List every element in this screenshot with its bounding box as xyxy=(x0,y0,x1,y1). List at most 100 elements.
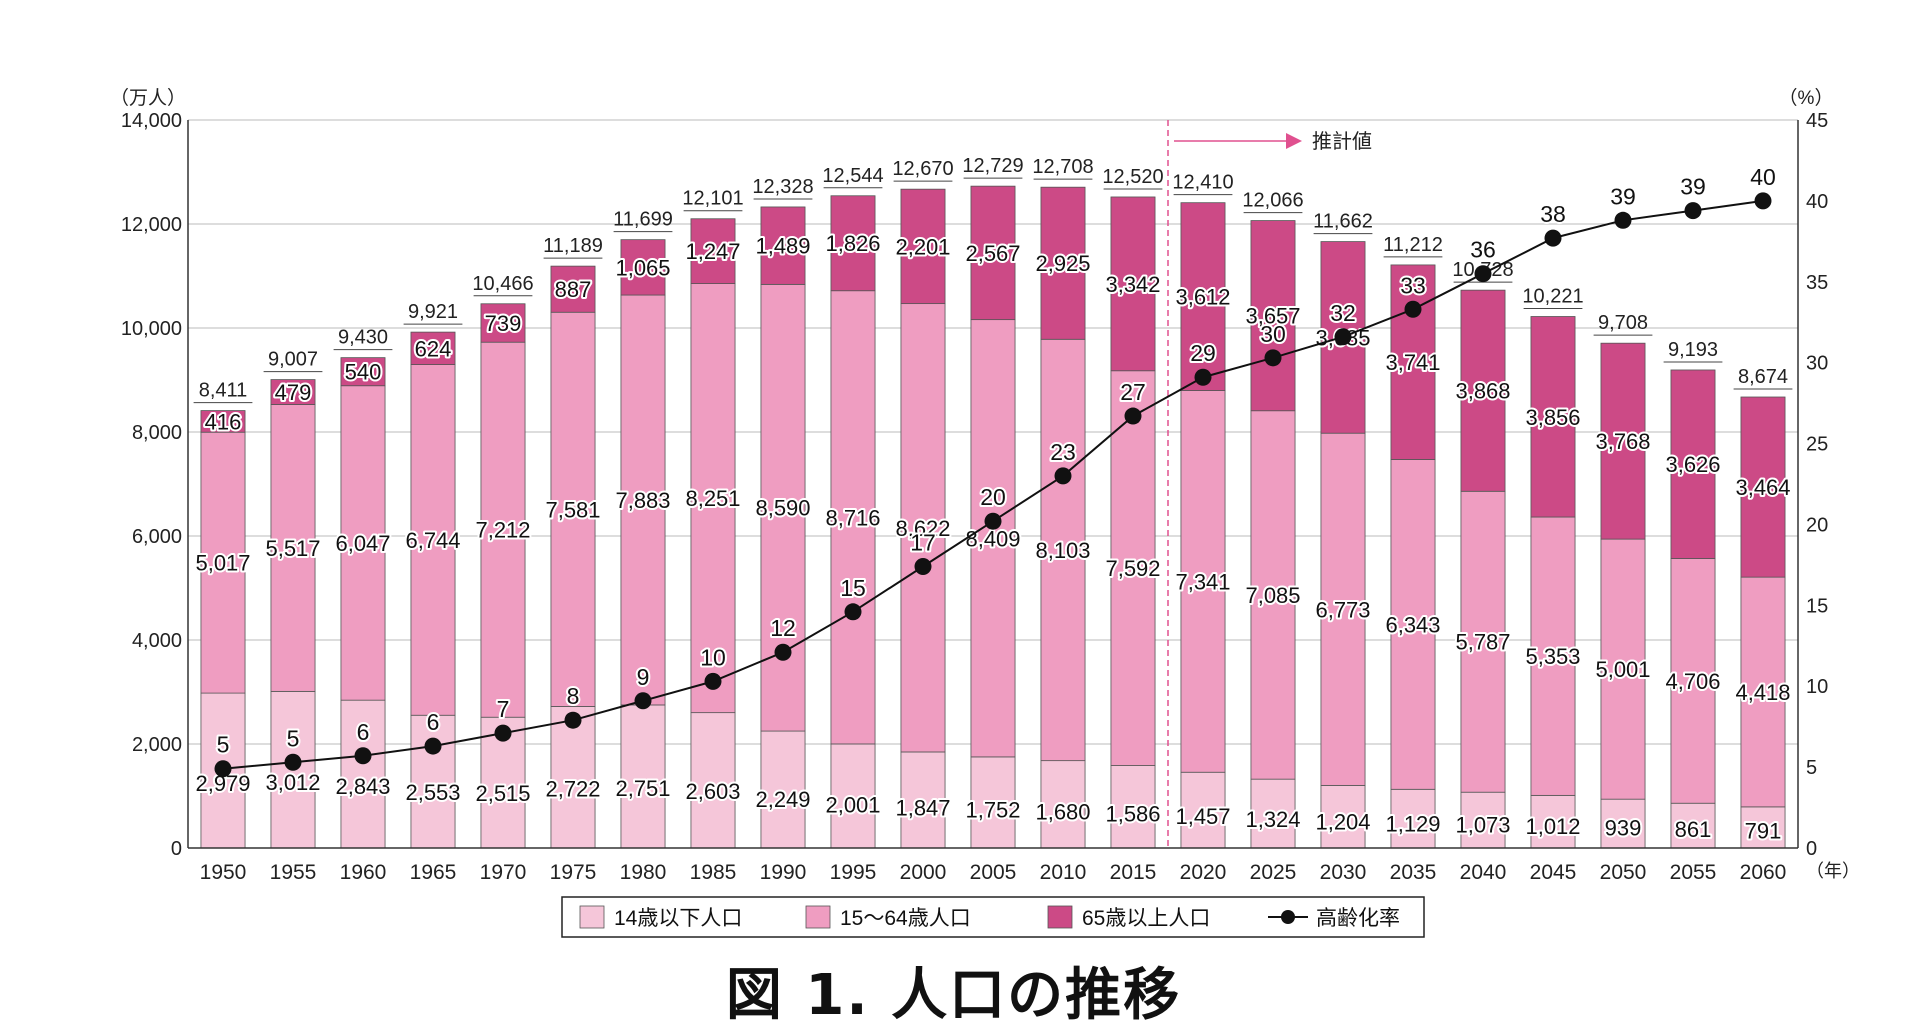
total-label: 9,708 xyxy=(1598,312,1648,334)
value-label-65-over: 739 xyxy=(485,311,522,336)
value-label-15-64: 4,706 xyxy=(1665,669,1720,694)
aging-rate-point xyxy=(1334,328,1352,346)
value-label-14-under: 2,553 xyxy=(405,780,460,805)
aging-rate-label: 8 xyxy=(567,683,580,709)
bar-segment xyxy=(1250,410,1296,780)
value-label-15-64: 6,343 xyxy=(1385,612,1440,637)
left-axis-unit: （万人） xyxy=(110,87,186,109)
aging-rate-label: 15 xyxy=(840,575,866,601)
aging-rate-label: 30 xyxy=(1260,321,1286,347)
x-tick-label: 2030 xyxy=(1320,861,1367,884)
bar-segment xyxy=(550,311,596,707)
value-label-65-over: 3,342 xyxy=(1105,272,1160,297)
bar-segment xyxy=(1460,791,1506,849)
right-tick-label: 20 xyxy=(1806,514,1828,536)
legend-swatch xyxy=(579,905,605,929)
aging-rate-label: 40 xyxy=(1750,164,1776,190)
bar-segment xyxy=(1670,802,1716,849)
value-label-65-over: 887 xyxy=(555,277,592,302)
aging-rate-label: 7 xyxy=(497,696,510,722)
value-label-65-over: 1,247 xyxy=(685,239,740,264)
legend-swatch xyxy=(1047,905,1073,929)
left-tick-label: 14,000 xyxy=(121,110,182,132)
value-label-15-64: 4,418 xyxy=(1735,680,1790,705)
value-label-14-under: 1,847 xyxy=(895,796,950,821)
bar-segment xyxy=(1390,788,1436,849)
value-label-15-64: 8,409 xyxy=(965,526,1020,551)
total-label: 9,921 xyxy=(408,301,458,323)
value-label-65-over: 3,464 xyxy=(1735,475,1790,500)
value-label-65-over: 479 xyxy=(275,380,312,405)
bar-segment xyxy=(1180,771,1226,849)
figure-caption: 図 1. 人口の推移 xyxy=(725,963,1182,1028)
x-tick-label: 2050 xyxy=(1600,861,1647,884)
bar-segment xyxy=(1040,186,1086,340)
value-label-15-64: 5,353 xyxy=(1525,644,1580,669)
aging-rate-point xyxy=(1194,368,1212,386)
total-label: 12,544 xyxy=(822,165,883,187)
bar-segment xyxy=(1320,432,1366,786)
x-tick-label: 1975 xyxy=(550,861,597,884)
legend-label: 高齢化率 xyxy=(1316,907,1400,930)
projection-arrow-head xyxy=(1286,133,1302,149)
value-label-14-under: 1,129 xyxy=(1385,811,1440,836)
value-label-14-under: 3,012 xyxy=(265,770,320,795)
aging-rate-point xyxy=(1614,211,1632,229)
bar-segment xyxy=(690,283,736,714)
right-tick-label: 30 xyxy=(1806,353,1828,375)
x-tick-label: 1955 xyxy=(270,861,317,884)
value-label-14-under: 2,751 xyxy=(615,776,670,801)
aging-rate-point xyxy=(704,672,722,690)
aging-rate-label: 12 xyxy=(770,615,796,641)
x-tick-label: 1990 xyxy=(760,861,807,884)
bar-segment xyxy=(1320,784,1366,849)
bar-segment xyxy=(1110,765,1156,849)
bar-segment xyxy=(340,357,386,387)
bar-segment xyxy=(1390,459,1436,790)
bar-segment xyxy=(340,385,386,701)
value-label-15-64: 8,251 xyxy=(685,486,740,511)
value-label-14-under: 1,457 xyxy=(1175,804,1230,829)
x-tick-label: 2060 xyxy=(1740,861,1787,884)
x-tick-label: 1995 xyxy=(830,861,877,884)
left-tick-label: 2,000 xyxy=(132,734,182,756)
x-tick-label: 2000 xyxy=(900,861,947,884)
bar-segment xyxy=(480,341,526,718)
aging-rate-label: 38 xyxy=(1540,201,1566,227)
aging-rate-label: 10 xyxy=(700,644,726,670)
value-label-14-under: 2,515 xyxy=(475,781,530,806)
legend-label: 15～64歳人口 xyxy=(840,907,971,930)
value-label-15-64: 8,103 xyxy=(1035,538,1090,563)
value-label-15-64: 8,590 xyxy=(755,496,810,521)
x-tick-label: 1970 xyxy=(480,861,527,884)
aging-rate-label: 23 xyxy=(1050,439,1076,465)
value-label-65-over: 3,612 xyxy=(1175,285,1230,310)
x-tick-label: 2040 xyxy=(1460,861,1507,884)
right-tick-label: 5 xyxy=(1806,757,1817,779)
value-label-15-64: 7,883 xyxy=(615,488,670,513)
bar-segment xyxy=(1040,338,1086,762)
total-label: 11,699 xyxy=(613,209,673,231)
bar-segment xyxy=(200,431,246,694)
bar-segment xyxy=(900,188,946,305)
aging-rate-label: 32 xyxy=(1330,300,1356,326)
aging-rate-point xyxy=(1544,229,1562,247)
legend-swatch xyxy=(805,905,831,929)
value-label-65-over: 1,065 xyxy=(615,255,670,280)
aging-rate-label: 39 xyxy=(1680,174,1706,200)
value-label-65-over: 3,856 xyxy=(1525,405,1580,430)
bar-segment xyxy=(1460,289,1506,492)
bar-segment xyxy=(620,294,666,706)
value-label-14-under: 1,752 xyxy=(965,798,1020,823)
bar-segment xyxy=(690,218,736,284)
value-label-65-over: 2,925 xyxy=(1035,251,1090,276)
left-tick-label: 0 xyxy=(171,838,182,860)
bar-segment xyxy=(200,410,246,433)
bar-segment xyxy=(830,743,876,849)
x-tick-label: 2035 xyxy=(1390,861,1437,884)
aging-rate-label: 20 xyxy=(980,484,1006,510)
projection-label: 推計値 xyxy=(1312,130,1372,153)
aging-rate-label: 17 xyxy=(910,530,936,556)
value-label-14-under: 2,722 xyxy=(545,777,600,802)
bar-segment xyxy=(550,265,596,313)
